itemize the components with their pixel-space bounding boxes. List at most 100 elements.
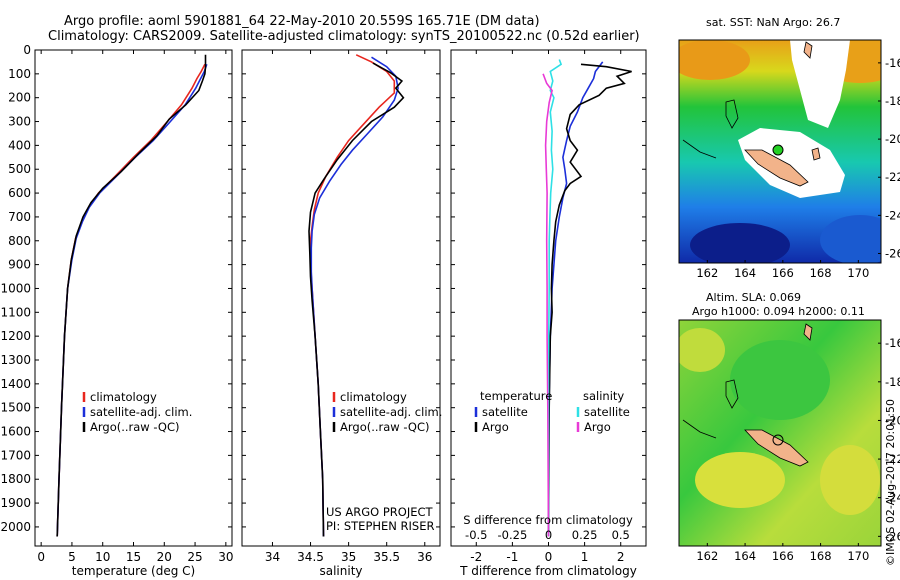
series-line [308, 62, 405, 537]
legend-label: climatology [340, 390, 407, 404]
sst-map-frame [678, 39, 882, 264]
island-outline [682, 419, 717, 439]
depth-tick-label: 2000 [0, 520, 31, 534]
map-y-tick-label: -16 [885, 56, 900, 70]
map-y-tick-label: -16 [885, 336, 900, 350]
depth-tick-label: 1000 [0, 281, 31, 295]
island-outline [811, 147, 821, 161]
legend-label: satellite-adj. clim. [340, 405, 442, 419]
x-tick-label: 0 [37, 550, 45, 564]
depth-tick-label: 400 [8, 138, 31, 152]
legend-label: satellite [584, 405, 630, 419]
series-line [56, 64, 208, 537]
x-axis-label: T difference from climatology [459, 564, 637, 578]
argo-float-marker [772, 434, 784, 446]
sst-missing-data-mask [738, 128, 845, 198]
sla-high-patch [695, 452, 785, 508]
sla-high-patch [820, 445, 880, 515]
depth-tick-label: 200 [8, 91, 31, 105]
map-y-tick-label: -24 [885, 208, 900, 222]
sla-low-patch [730, 340, 830, 420]
x-axis-label: salinity [319, 564, 362, 578]
map-y-tick-label: -20 [885, 413, 900, 427]
x-tick-label: 2 [617, 550, 625, 564]
x-tick-label: 35.5 [373, 550, 400, 564]
map-x-tick-label: 164 [734, 549, 756, 563]
x-tick-label: 15 [126, 550, 141, 564]
x-tick-label: 25 [187, 550, 202, 564]
series-line [309, 54, 396, 537]
legend-label: Argo(..raw -QC) [90, 420, 180, 434]
figure-title-line1: Argo profile: aoml 5901881_64 22-May-201… [64, 14, 540, 29]
series-line [56, 54, 207, 537]
depth-tick-label: 1300 [0, 353, 31, 367]
depth-tick-label: 1500 [0, 401, 31, 415]
depth-tick-label: 1100 [0, 305, 31, 319]
s-difference-axis-label: S difference from climatology [463, 513, 633, 527]
map-y-tick-label: -24 [885, 491, 900, 505]
sst-cool-patch [820, 215, 881, 263]
map-y-tick-label: -20 [885, 132, 900, 146]
x-tick-label: -2 [470, 550, 482, 564]
series-line [547, 63, 632, 537]
x-tick-label: 34.5 [297, 550, 324, 564]
map-x-tick-label: 164 [734, 266, 756, 280]
map-x-tick-label: 162 [696, 549, 718, 563]
map-y-tick-label: -22 [885, 170, 900, 184]
sst-cool-patch [690, 223, 790, 263]
map-y-tick-label: -18 [885, 94, 900, 108]
island-outline [682, 139, 717, 159]
legend-label: satellite [482, 405, 528, 419]
map-x-tick-label: 166 [772, 266, 794, 280]
map-x-tick-label: 162 [696, 266, 718, 280]
new-caledonia-land [744, 149, 809, 187]
depth-tick-label: 1900 [0, 496, 31, 510]
legend-label: Argo [482, 420, 509, 434]
map-x-tick-label: 168 [810, 266, 832, 280]
x-tick-label: 34 [265, 550, 280, 564]
project-annotation: US ARGO PROJECT [326, 505, 434, 519]
figure-title-line2: Climatology: CARS2009. Satellite-adjuste… [48, 29, 640, 44]
island-outline [803, 323, 813, 341]
depth-tick-label: 600 [8, 186, 31, 200]
x-tick-label: 10 [95, 550, 110, 564]
x-tick-label: 20 [157, 550, 172, 564]
depth-tick-label: 500 [8, 162, 31, 176]
series-line [542, 73, 553, 537]
depth-tick-label: 900 [8, 258, 31, 272]
new-caledonia-land [744, 429, 809, 467]
x-tick-label: 0 [545, 550, 553, 564]
depth-tick-label: 700 [8, 210, 31, 224]
sst-map-title: sat. SST: NaN Argo: 26.7 [706, 16, 841, 29]
s-difference-tick-label: 0.5 [612, 528, 630, 542]
map-x-tick-label: 170 [847, 266, 869, 280]
depth-tick-label: 100 [8, 67, 31, 81]
island-outline [803, 41, 813, 59]
sla-map-title-line2: Argo h1000: 0.094 h2000: 0.11 [692, 305, 865, 318]
s-difference-tick-label: -0.5 [465, 528, 487, 542]
x-axis-label: temperature (deg C) [72, 564, 195, 578]
legend-label: satellite-adj. clim. [90, 405, 192, 419]
project-annotation: PI: STEPHEN RISER [326, 519, 435, 533]
depth-tick-label: 1400 [0, 377, 31, 391]
depth-tick-label: 1800 [0, 472, 31, 486]
s-difference-tick-label: 0.25 [572, 528, 598, 542]
x-tick-label: 1 [581, 550, 589, 564]
sla-map-title-line1: Altim. SLA: 0.069 [706, 291, 802, 304]
map-y-tick-label: -22 [885, 452, 900, 466]
depth-tick-label: 300 [8, 115, 31, 129]
argo-float-marker [772, 144, 784, 156]
temperature-panel-frame [34, 49, 233, 547]
map-x-tick-label: 168 [810, 549, 832, 563]
island-outline [725, 379, 739, 409]
depth-tick-label: 1600 [0, 425, 31, 439]
sla-map-frame [678, 319, 882, 547]
map-x-tick-label: 170 [847, 549, 869, 563]
x-tick-label: -1 [506, 550, 518, 564]
legend-label: Argo [584, 420, 611, 434]
s-difference-tick-label: 0 [545, 528, 552, 542]
sst-missing-data-mask [790, 40, 850, 128]
legend-label: Argo(..raw -QC) [340, 420, 430, 434]
sst-warm-patch [679, 40, 750, 80]
